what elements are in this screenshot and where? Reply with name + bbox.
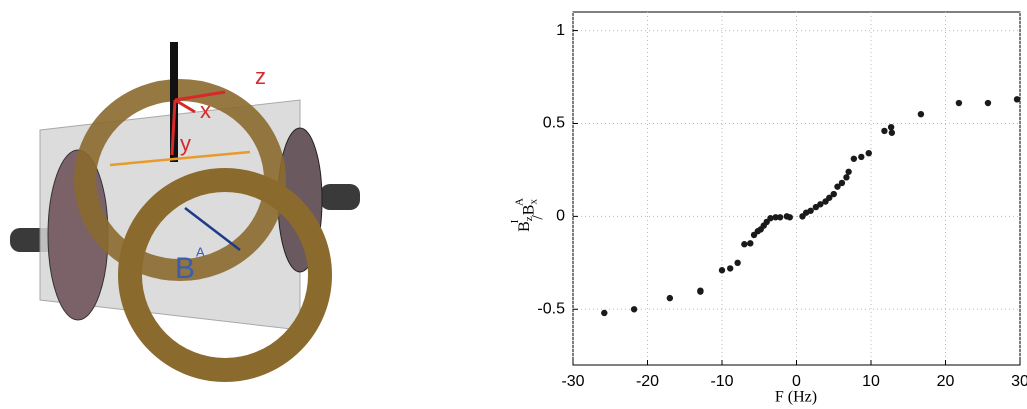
data-point bbox=[666, 294, 674, 302]
x-tick-label: 0 bbox=[792, 373, 801, 390]
x-tick-label: -10 bbox=[710, 373, 733, 390]
data-point bbox=[834, 183, 841, 190]
data-point bbox=[850, 155, 858, 162]
y-axis-label-part: A bbox=[513, 198, 525, 206]
y-tick-label: -0.5 bbox=[537, 300, 565, 317]
data-point bbox=[843, 174, 850, 181]
axis-label: x bbox=[200, 98, 211, 123]
data-point bbox=[838, 179, 846, 187]
y-axis-label-part: x bbox=[527, 199, 539, 205]
x-tick-label: -30 bbox=[561, 373, 584, 390]
data-point bbox=[807, 207, 814, 214]
x-tick-label: 30 bbox=[1011, 373, 1027, 390]
rod bbox=[320, 184, 360, 210]
y-tick-label: 0 bbox=[556, 208, 565, 225]
arrow bbox=[184, 207, 241, 251]
data-point bbox=[887, 123, 895, 131]
data-point bbox=[881, 127, 888, 135]
y-axis-label-part: B bbox=[516, 221, 533, 232]
y-axis-label-part: B bbox=[520, 205, 537, 216]
x-axis-label: F (Hz) bbox=[775, 389, 817, 406]
arrow bbox=[170, 99, 177, 156]
data-point bbox=[826, 194, 833, 201]
field-label-sup: A bbox=[196, 244, 205, 259]
coil bbox=[74, 79, 286, 281]
data-point bbox=[718, 267, 726, 274]
data-point bbox=[776, 214, 784, 221]
apparatus-illustration: z x y B A bbox=[10, 42, 360, 382]
data-point bbox=[955, 99, 963, 107]
data-point bbox=[817, 201, 824, 208]
data-point bbox=[741, 241, 748, 248]
y-tick-label: 0.5 bbox=[543, 115, 565, 132]
data-point bbox=[747, 240, 754, 247]
data-point bbox=[630, 306, 638, 313]
arrow bbox=[174, 98, 196, 114]
data-point bbox=[1013, 96, 1021, 103]
data-point bbox=[865, 150, 872, 157]
field-label: B bbox=[175, 252, 195, 285]
data-point bbox=[984, 99, 992, 107]
data-point bbox=[845, 168, 852, 175]
data-point bbox=[830, 190, 837, 198]
data-point bbox=[917, 110, 925, 118]
x-tick-label: -20 bbox=[636, 373, 659, 390]
data-point bbox=[767, 215, 774, 222]
data-point bbox=[601, 309, 608, 317]
axis-label: y bbox=[180, 131, 191, 156]
data-point bbox=[888, 129, 896, 136]
data-point bbox=[772, 214, 779, 221]
y-axis-label: BzI /BxA bbox=[509, 198, 546, 232]
arrow bbox=[174, 90, 226, 102]
data-point bbox=[858, 153, 865, 161]
data-point bbox=[726, 265, 734, 272]
coil bbox=[118, 168, 332, 382]
data-point bbox=[786, 214, 793, 221]
y-axis-label-part: / bbox=[529, 215, 546, 220]
data-point bbox=[697, 288, 704, 295]
data-point bbox=[734, 259, 741, 267]
x-tick-label: 20 bbox=[937, 373, 955, 390]
y-tick-label: 1 bbox=[556, 22, 565, 39]
axis-label: z bbox=[255, 64, 266, 89]
y-axis-label-part: I bbox=[509, 219, 521, 223]
y-axis-label-part: z bbox=[522, 216, 534, 221]
x-tick-label: 10 bbox=[862, 373, 880, 390]
arrow bbox=[109, 150, 251, 167]
